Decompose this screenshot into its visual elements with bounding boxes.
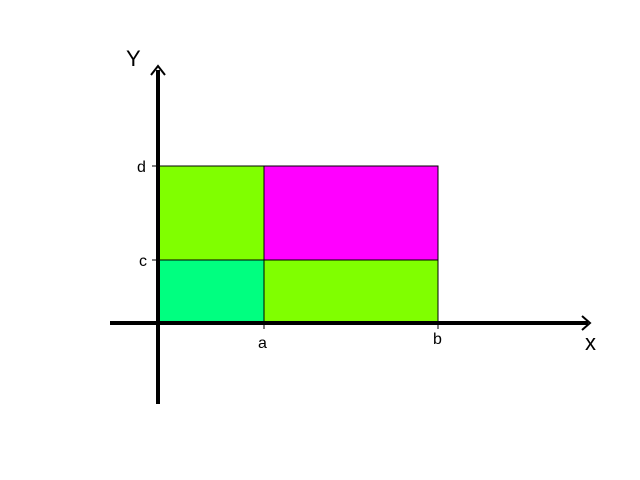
y-tick-label-d: d xyxy=(137,159,146,176)
region-upper-right xyxy=(263,165,439,261)
x-axis-arrowhead xyxy=(581,315,592,331)
y-tick-label-c: c xyxy=(139,253,147,270)
x-tick-label-b: b xyxy=(433,331,442,348)
region-lower-right xyxy=(263,259,439,324)
region-upper-left xyxy=(157,165,265,261)
region-lower-left xyxy=(157,259,265,324)
x-tick-label-a: a xyxy=(258,335,267,352)
y-axis-name: Y xyxy=(126,46,141,71)
x-axis-name: x xyxy=(585,330,596,355)
y-axis-arrowhead xyxy=(150,64,166,76)
